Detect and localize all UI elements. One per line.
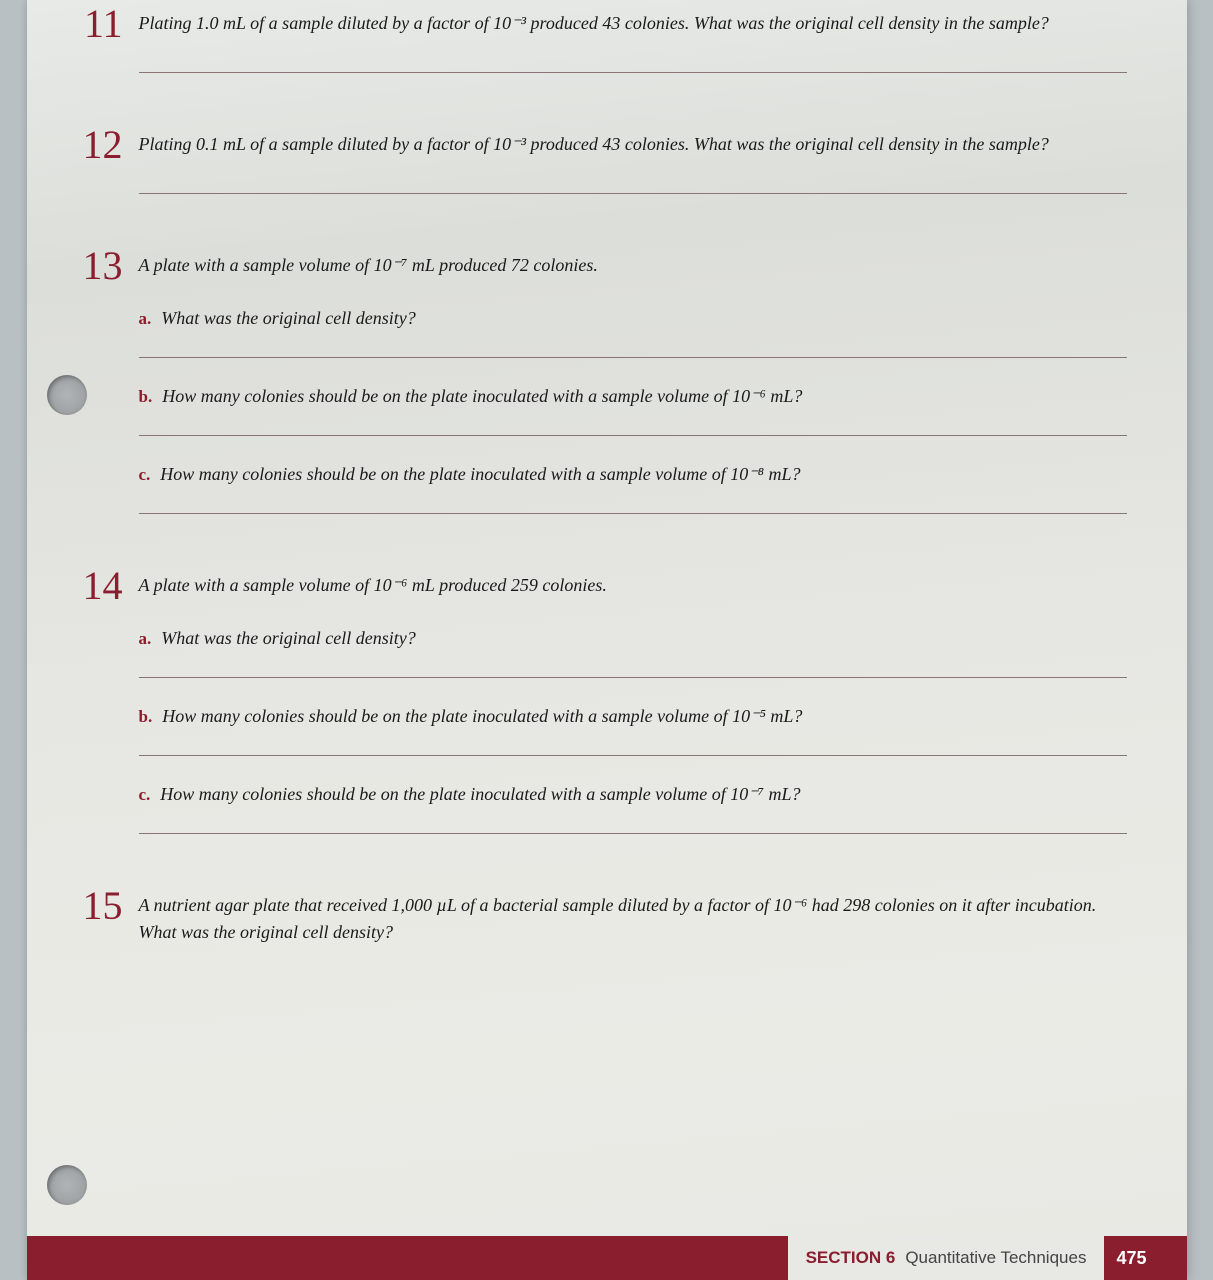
part-text: How many colonies should be on the plate… — [160, 784, 800, 804]
answer-line — [139, 193, 1127, 194]
part-letter: c. — [139, 465, 151, 484]
answer-line — [139, 72, 1127, 73]
question-13c: c. How many colonies should be on the pl… — [139, 464, 1127, 485]
question-number: 13 — [67, 246, 139, 286]
part-letter: a. — [139, 309, 152, 328]
part-text: How many colonies should be on the plate… — [160, 464, 800, 484]
answer-line — [139, 755, 1127, 756]
footer-section-box: SECTION 6 Quantitative Techniques — [788, 1236, 1105, 1280]
question-14: 14 A plate with a sample volume of 10⁻⁶ … — [67, 566, 1127, 606]
question-number: 14 — [67, 566, 139, 606]
answer-line — [139, 435, 1127, 436]
part-letter: c. — [139, 785, 151, 804]
answer-line — [139, 513, 1127, 514]
section-title: Quantitative Techniques — [905, 1248, 1086, 1268]
question-text: Plating 0.1 mL of a sample diluted by a … — [139, 131, 1127, 158]
part-letter: a. — [139, 629, 152, 648]
question-14a: a. What was the original cell density? — [139, 628, 1127, 649]
worksheet-page: 11 Plating 1.0 mL of a sample diluted by… — [27, 0, 1187, 1280]
part-letter: b. — [139, 387, 153, 406]
section-label: SECTION 6 — [806, 1248, 896, 1268]
question-13b: b. How many colonies should be on the pl… — [139, 386, 1127, 407]
page-footer: SECTION 6 Quantitative Techniques 475 — [27, 1236, 1187, 1280]
question-13a: a. What was the original cell density? — [139, 308, 1127, 329]
question-11: 11 Plating 1.0 mL of a sample diluted by… — [67, 0, 1127, 44]
binder-hole — [47, 375, 87, 415]
answer-line — [139, 677, 1127, 678]
answer-line — [139, 833, 1127, 834]
part-text: What was the original cell density? — [161, 628, 415, 648]
question-14b: b. How many colonies should be on the pl… — [139, 706, 1127, 727]
question-12: 12 Plating 0.1 mL of a sample diluted by… — [67, 125, 1127, 165]
page-number: 475 — [1116, 1248, 1146, 1269]
question-15: 15 A nutrient agar plate that received 1… — [67, 886, 1127, 946]
question-number: 15 — [67, 886, 139, 926]
binder-hole — [47, 1165, 87, 1205]
part-letter: b. — [139, 707, 153, 726]
question-14c: c. How many colonies should be on the pl… — [139, 784, 1127, 805]
question-13: 13 A plate with a sample volume of 10⁻⁷ … — [67, 246, 1127, 286]
question-text: A plate with a sample volume of 10⁻⁶ mL … — [139, 572, 1127, 599]
question-text: A nutrient agar plate that received 1,00… — [139, 892, 1127, 946]
answer-line — [139, 357, 1127, 358]
part-text: What was the original cell density? — [161, 308, 415, 328]
question-number: 11 — [67, 4, 139, 44]
question-number: 12 — [67, 125, 139, 165]
part-text: How many colonies should be on the plate… — [162, 706, 802, 726]
part-text: How many colonies should be on the plate… — [162, 386, 802, 406]
question-text: A plate with a sample volume of 10⁻⁷ mL … — [139, 252, 1127, 279]
question-text: Plating 1.0 mL of a sample diluted by a … — [139, 10, 1127, 37]
